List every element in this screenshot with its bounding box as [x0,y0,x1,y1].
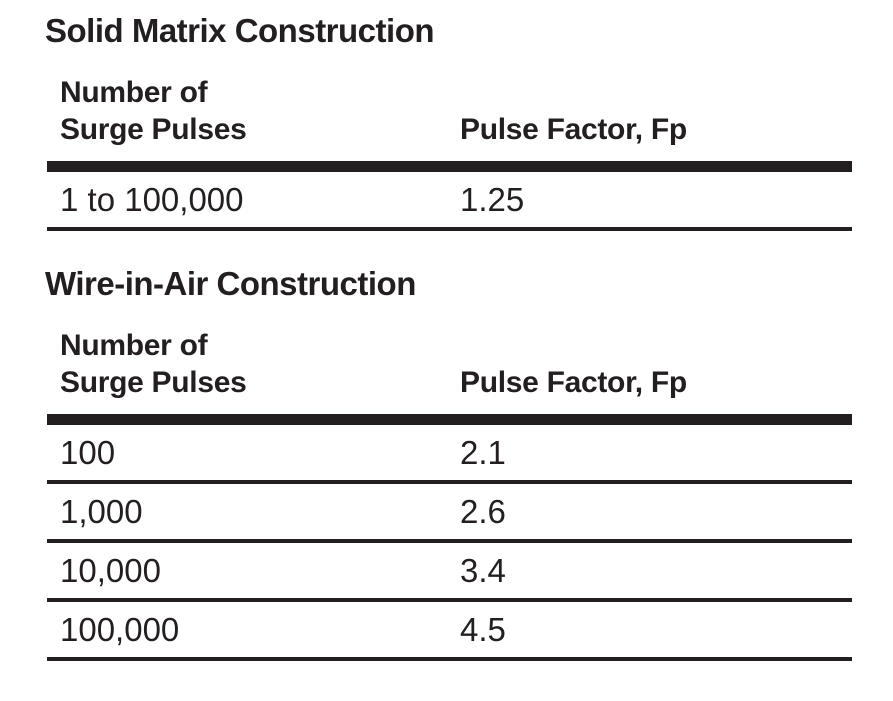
cell-pulses: 1,000 [60,493,143,530]
table-header-row: Number of Surge Pulses Pulse Factor, Fp [47,74,852,161]
header-separator-bar [47,414,852,425]
cell-pulses: 10,000 [60,552,161,589]
table-header-row: Number of Surge Pulses Pulse Factor, Fp [47,327,852,414]
header-separator-bar [47,161,852,172]
section-title: Wire-in-Air Construction [45,265,416,302]
table-row: 100 2.1 [47,425,852,484]
table-solid-matrix: Number of Surge Pulses Pulse Factor, Fp … [47,74,852,231]
table-row: 1 to 100,000 1.25 [47,172,852,231]
section-title: Solid Matrix Construction [45,12,435,49]
cell-pulses: 1 to 100,000 [60,181,244,218]
column-header-pulses-line1: Number of [60,329,208,362]
column-header-factor: Pulse Factor, Fp [460,113,687,146]
column-header-pulses-line2: Surge Pulses [60,113,247,146]
table-row: 10,000 3.4 [47,543,852,602]
table-row: 1,000 2.6 [47,484,852,543]
column-header-pulses-line2: Surge Pulses [60,366,247,399]
table-row: 100,000 4.5 [47,602,852,661]
column-header-factor: Pulse Factor, Fp [460,366,687,399]
cell-factor: 4.5 [460,611,506,648]
cell-factor: 2.6 [460,493,506,530]
section-solid-matrix: Solid Matrix Construction Number of Surg… [45,10,893,231]
cell-pulses: 100 [60,434,116,471]
cell-factor: 1.25 [460,181,525,218]
cell-factor: 3.4 [460,552,506,589]
cell-pulses: 100,000 [60,611,180,648]
column-header-pulses: Number of Surge Pulses [60,74,460,148]
section-wire-in-air: Wire-in-Air Construction Number of Surge… [45,263,893,661]
cell-factor: 2.1 [460,434,506,471]
column-header-pulses-line1: Number of [60,76,208,109]
column-header-pulses: Number of Surge Pulses [60,327,460,401]
table-wire-in-air: Number of Surge Pulses Pulse Factor, Fp … [47,327,852,661]
